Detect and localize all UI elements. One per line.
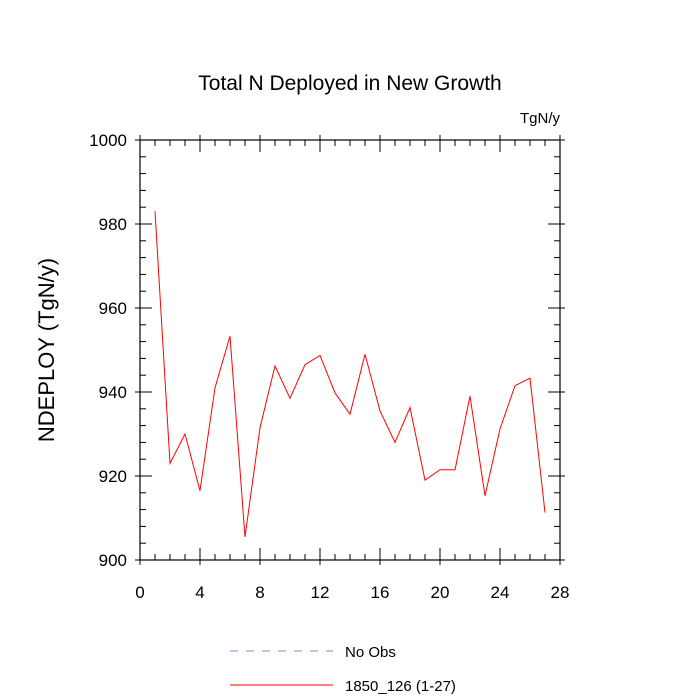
x-tick-label: 12 bbox=[311, 583, 330, 602]
legend: No Obs 1850_126 (1-27) bbox=[230, 644, 456, 695]
axis-ticks bbox=[135, 135, 565, 565]
y-axis-label: NDEPLOY (TgN/y) bbox=[34, 258, 59, 442]
legend-label: 1850_126 (1-27) bbox=[345, 678, 456, 695]
y-tick-label: 960 bbox=[99, 299, 127, 318]
x-tick-label: 20 bbox=[431, 583, 450, 602]
x-tick-label: 28 bbox=[551, 583, 570, 602]
series-lines bbox=[154, 211, 546, 537]
y-tick-label: 900 bbox=[99, 551, 127, 570]
x-tick-label: 16 bbox=[371, 583, 390, 602]
y-tick-label: 940 bbox=[99, 383, 127, 402]
y-tick-label: 920 bbox=[99, 467, 127, 486]
x-tick-label: 4 bbox=[195, 583, 204, 602]
units-label: TgN/y bbox=[520, 110, 561, 127]
y-tick-label: 980 bbox=[99, 215, 127, 234]
legend-label: No Obs bbox=[345, 644, 396, 661]
series-line bbox=[154, 211, 546, 537]
plot-frame bbox=[139, 139, 561, 561]
chart-title: Total N Deployed in New Growth bbox=[198, 72, 501, 95]
axis-tick-labels: 0 4 8 12 16 20 24 28 900 920 940 960 980 1000 bbox=[89, 131, 569, 602]
x-tick-label: 24 bbox=[491, 583, 510, 602]
y-tick-label: 1000 bbox=[89, 131, 127, 150]
x-tick-label: 0 bbox=[135, 583, 144, 602]
plot-border bbox=[139, 139, 561, 561]
x-tick-label: 8 bbox=[255, 583, 264, 602]
